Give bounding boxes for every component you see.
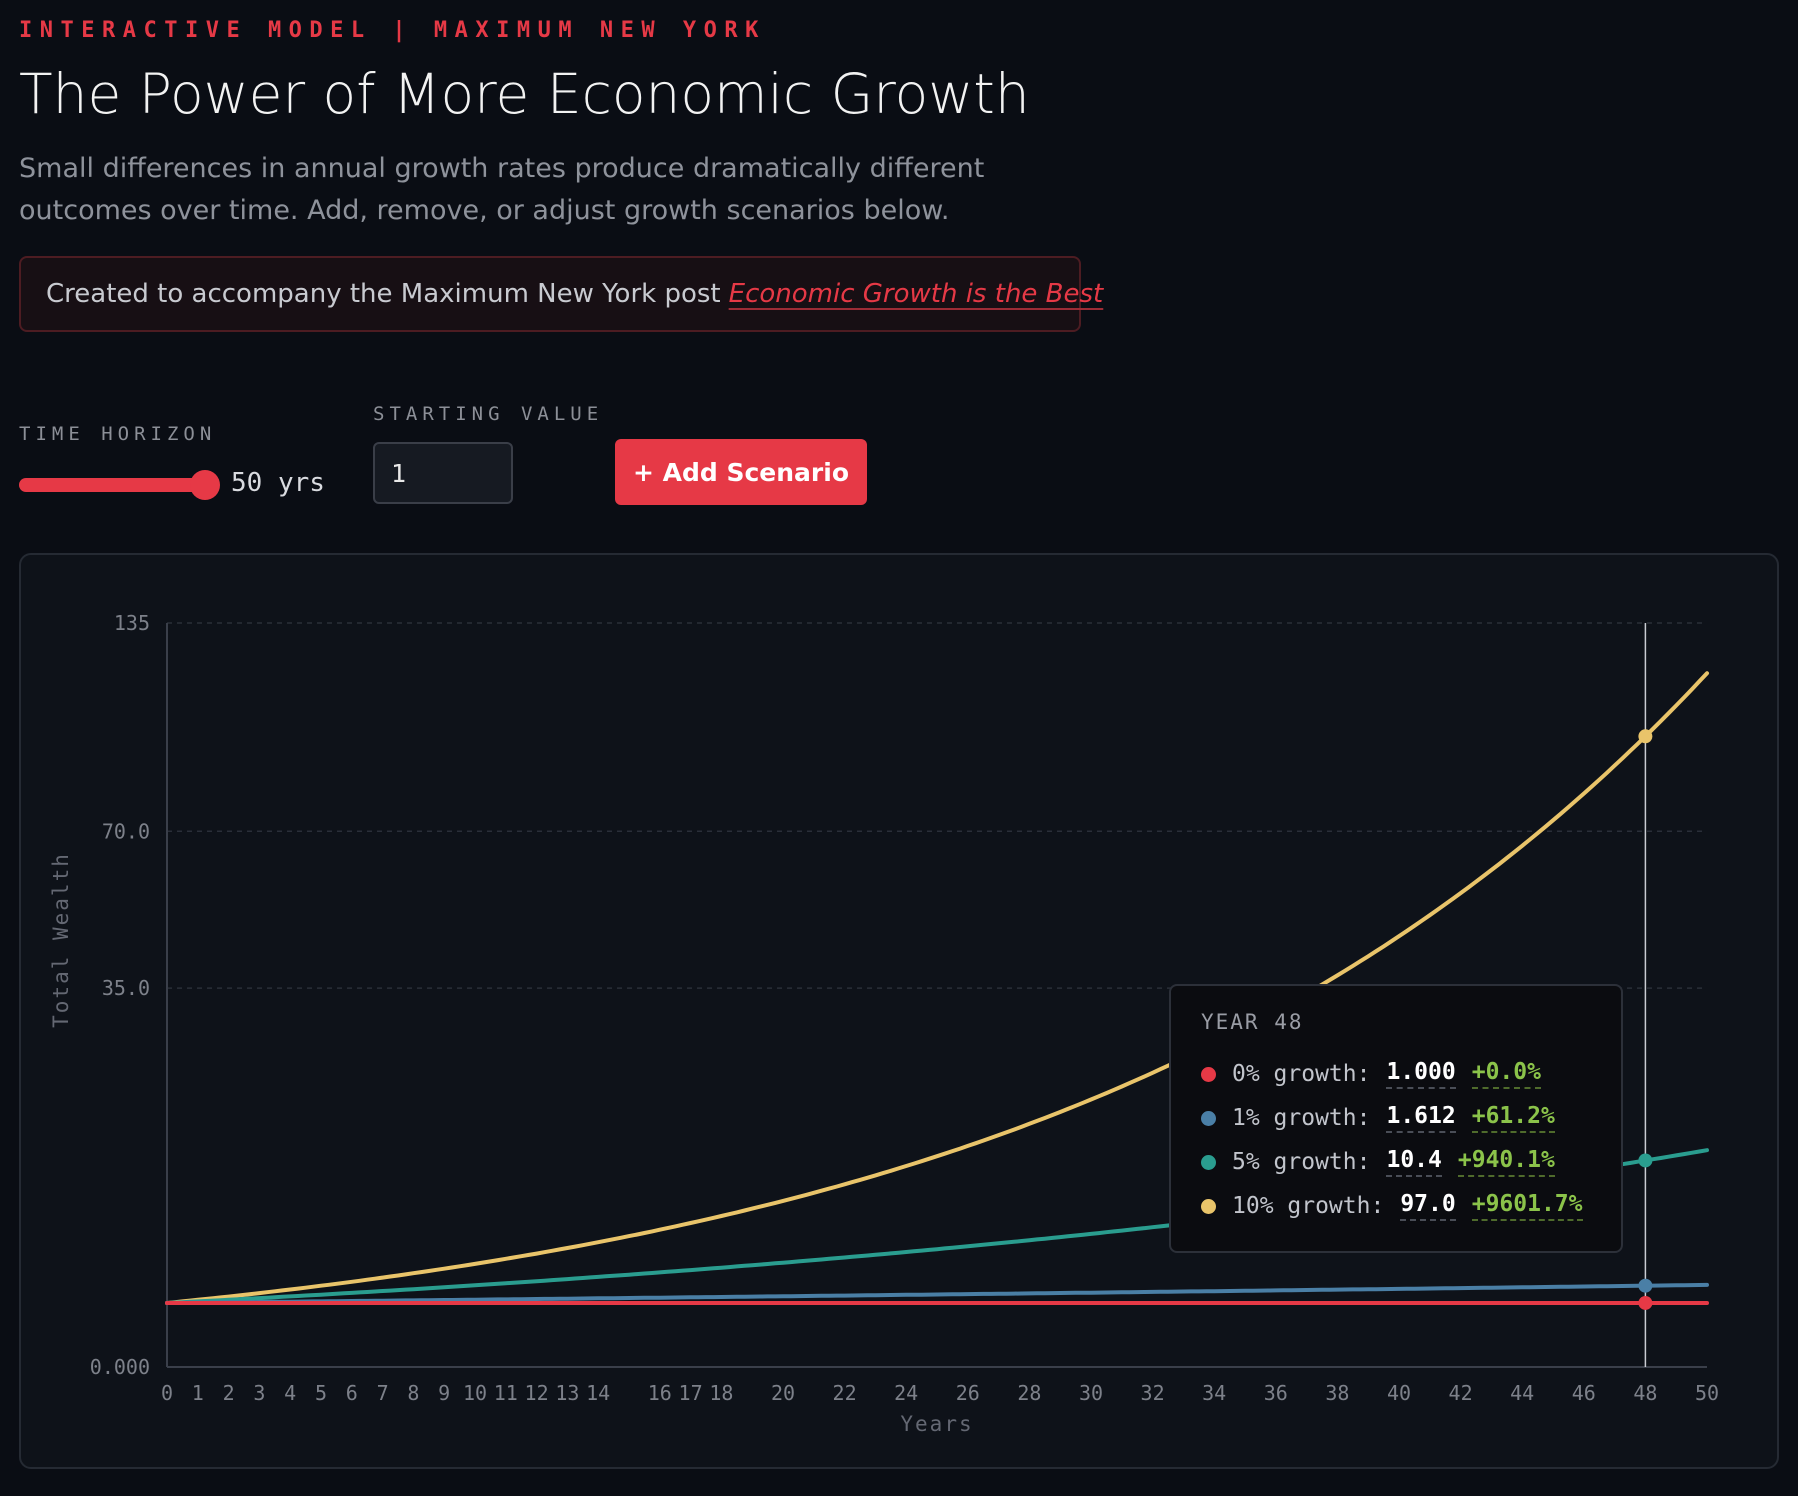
hover-point (1638, 729, 1653, 744)
x-tick-label: 36 (1264, 1381, 1288, 1405)
tooltip-change: +9601.7% (1471, 1191, 1583, 1221)
series-dot-icon (1201, 1198, 1216, 1214)
x-tick-label: 12 (525, 1381, 549, 1405)
tooltip-value: 97.0 (1400, 1191, 1456, 1221)
y-tick-label: 70.0 (102, 819, 150, 843)
hover-point (1638, 1295, 1653, 1310)
source-post-link[interactable]: Economic Growth is the Best (728, 279, 1104, 309)
y-tick-label: 0.000 (90, 1355, 150, 1379)
x-tick-label: 18 (709, 1381, 733, 1405)
x-tick-label: 6 (346, 1381, 358, 1405)
time-horizon-label: TIME HORIZON (19, 423, 217, 445)
add-scenario-button[interactable]: + Add Scenario (615, 439, 867, 505)
hover-point (1638, 1153, 1653, 1168)
x-tick-label: 0 (161, 1381, 173, 1405)
x-tick-label: 13 (555, 1381, 579, 1405)
x-tick-label: 28 (1017, 1381, 1041, 1405)
x-tick-label: 4 (284, 1381, 296, 1405)
slider-track[interactable] (19, 478, 219, 492)
tooltip-value: 1.000 (1386, 1059, 1456, 1089)
tooltip-series-name: 5% growth: (1232, 1149, 1371, 1175)
tooltip-series-name: 1% growth: (1232, 1105, 1371, 1131)
x-tick-label: 2 (223, 1381, 235, 1405)
tooltip-change: +940.1% (1457, 1147, 1555, 1177)
tooltip-series-name: 0% growth: (1232, 1061, 1371, 1087)
page-title: The Power of More Economic Growth (19, 62, 1030, 126)
time-horizon-value: 50 yrs (231, 468, 325, 498)
series-dot-icon (1201, 1154, 1216, 1170)
page-subtitle: Small differences in annual growth rates… (19, 153, 985, 226)
x-tick-label: 7 (377, 1381, 389, 1405)
tooltip-row: 5% growth: 10.4 +940.1% (1201, 1140, 1621, 1184)
x-tick-label: 17 (679, 1381, 703, 1405)
x-tick-label: 5 (315, 1381, 327, 1405)
source-note: Created to accompany the Maximum New Yor… (19, 256, 1103, 332)
hover-tooltip: YEAR 48 0% growth: 1.000 +0.0% 1% growth… (1169, 984, 1623, 1253)
x-tick-label: 24 (894, 1381, 918, 1405)
eyebrow-label: INTERACTIVE MODEL | MAXIMUM NEW YORK (19, 18, 766, 43)
x-tick-label: 50 (1695, 1381, 1719, 1405)
y-tick-label: 135 (114, 611, 150, 635)
x-tick-label: 40 (1387, 1381, 1411, 1405)
series-dot-icon (1201, 1066, 1216, 1082)
time-horizon-slider[interactable] (19, 470, 220, 500)
x-tick-label: 34 (1202, 1381, 1226, 1405)
x-tick-label: 3 (253, 1381, 265, 1405)
tooltip-row: 1% growth: 1.612 +61.2% (1201, 1096, 1621, 1140)
x-tick-label: 11 (494, 1381, 518, 1405)
series-line (165, 671, 1709, 1305)
x-tick-label: 10 (463, 1381, 487, 1405)
x-tick-label: 20 (771, 1381, 795, 1405)
tooltip-value: 10.4 (1386, 1147, 1442, 1177)
x-tick-label: 14 (586, 1381, 610, 1405)
x-tick-label: 26 (956, 1381, 980, 1405)
x-tick-label: 38 (1325, 1381, 1349, 1405)
tooltip-value: 1.612 (1386, 1103, 1456, 1133)
tooltip-row: 10% growth: 97.0 +9601.7% (1201, 1184, 1621, 1228)
x-tick-label: 16 (648, 1381, 672, 1405)
x-tick-label: 42 (1449, 1381, 1473, 1405)
tooltip-series-name: 10% growth: (1232, 1193, 1385, 1219)
x-tick-label: 46 (1572, 1381, 1596, 1405)
x-tick-label: 8 (407, 1381, 419, 1405)
growth-chart[interactable]: 0.000 35.0 70.0 135 0 1 2 3 4 5 6 7 8 9 10 11 12 13 14 16 17… (19, 553, 1779, 1469)
x-tick-label: 44 (1510, 1381, 1534, 1405)
x-tick-label: 30 (1079, 1381, 1103, 1405)
tooltip-title: YEAR 48 (1201, 1010, 1304, 1034)
tooltip-row: 0% growth: 1.000 +0.0% (1201, 1052, 1621, 1096)
x-tick-label: 48 (1633, 1381, 1657, 1405)
series-dot-icon (1201, 1110, 1216, 1126)
starting-value-input[interactable] (373, 442, 513, 504)
y-tick-label: 35.0 (102, 976, 150, 1000)
x-tick-label: 22 (833, 1381, 857, 1405)
tooltip-change: +0.0% (1471, 1059, 1541, 1089)
source-note-text: Created to accompany the Maximum New Yor… (46, 279, 721, 309)
hover-point (1638, 1278, 1653, 1293)
x-tick-label: 1 (192, 1381, 204, 1405)
y-axis-label: Total Wealth (49, 852, 73, 1028)
x-tick-label: 32 (1141, 1381, 1165, 1405)
starting-value-label: STARTING VALUE (373, 403, 604, 425)
x-tick-label: 9 (438, 1381, 450, 1405)
slider-thumb[interactable] (190, 470, 220, 500)
x-axis-label: Years (900, 1412, 973, 1436)
tooltip-change: +61.2% (1471, 1103, 1555, 1133)
series-line (165, 1282, 1709, 1305)
